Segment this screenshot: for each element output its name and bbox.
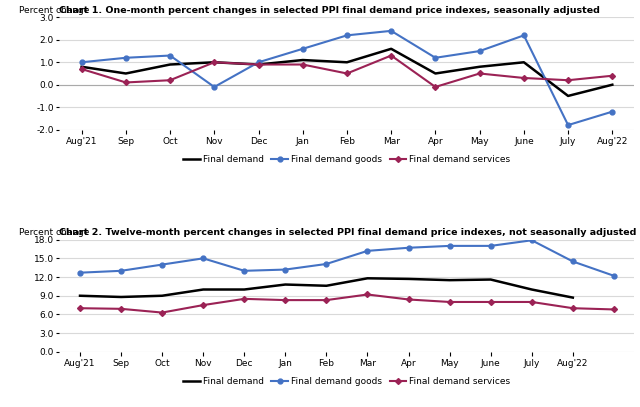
Text: Percent change: Percent change <box>19 6 90 15</box>
Legend: Final demand, Final demand goods, Final demand services: Final demand, Final demand goods, Final … <box>180 374 514 390</box>
Text: Chart 1. One-month percent changes in selected PPI final demand price indexes, s: Chart 1. One-month percent changes in se… <box>60 6 600 15</box>
Text: Percent change: Percent change <box>19 228 90 237</box>
Legend: Final demand, Final demand goods, Final demand services: Final demand, Final demand goods, Final … <box>180 151 514 168</box>
Text: Chart 2. Twelve-month percent changes in selected PPI final demand price indexes: Chart 2. Twelve-month percent changes in… <box>60 228 637 238</box>
